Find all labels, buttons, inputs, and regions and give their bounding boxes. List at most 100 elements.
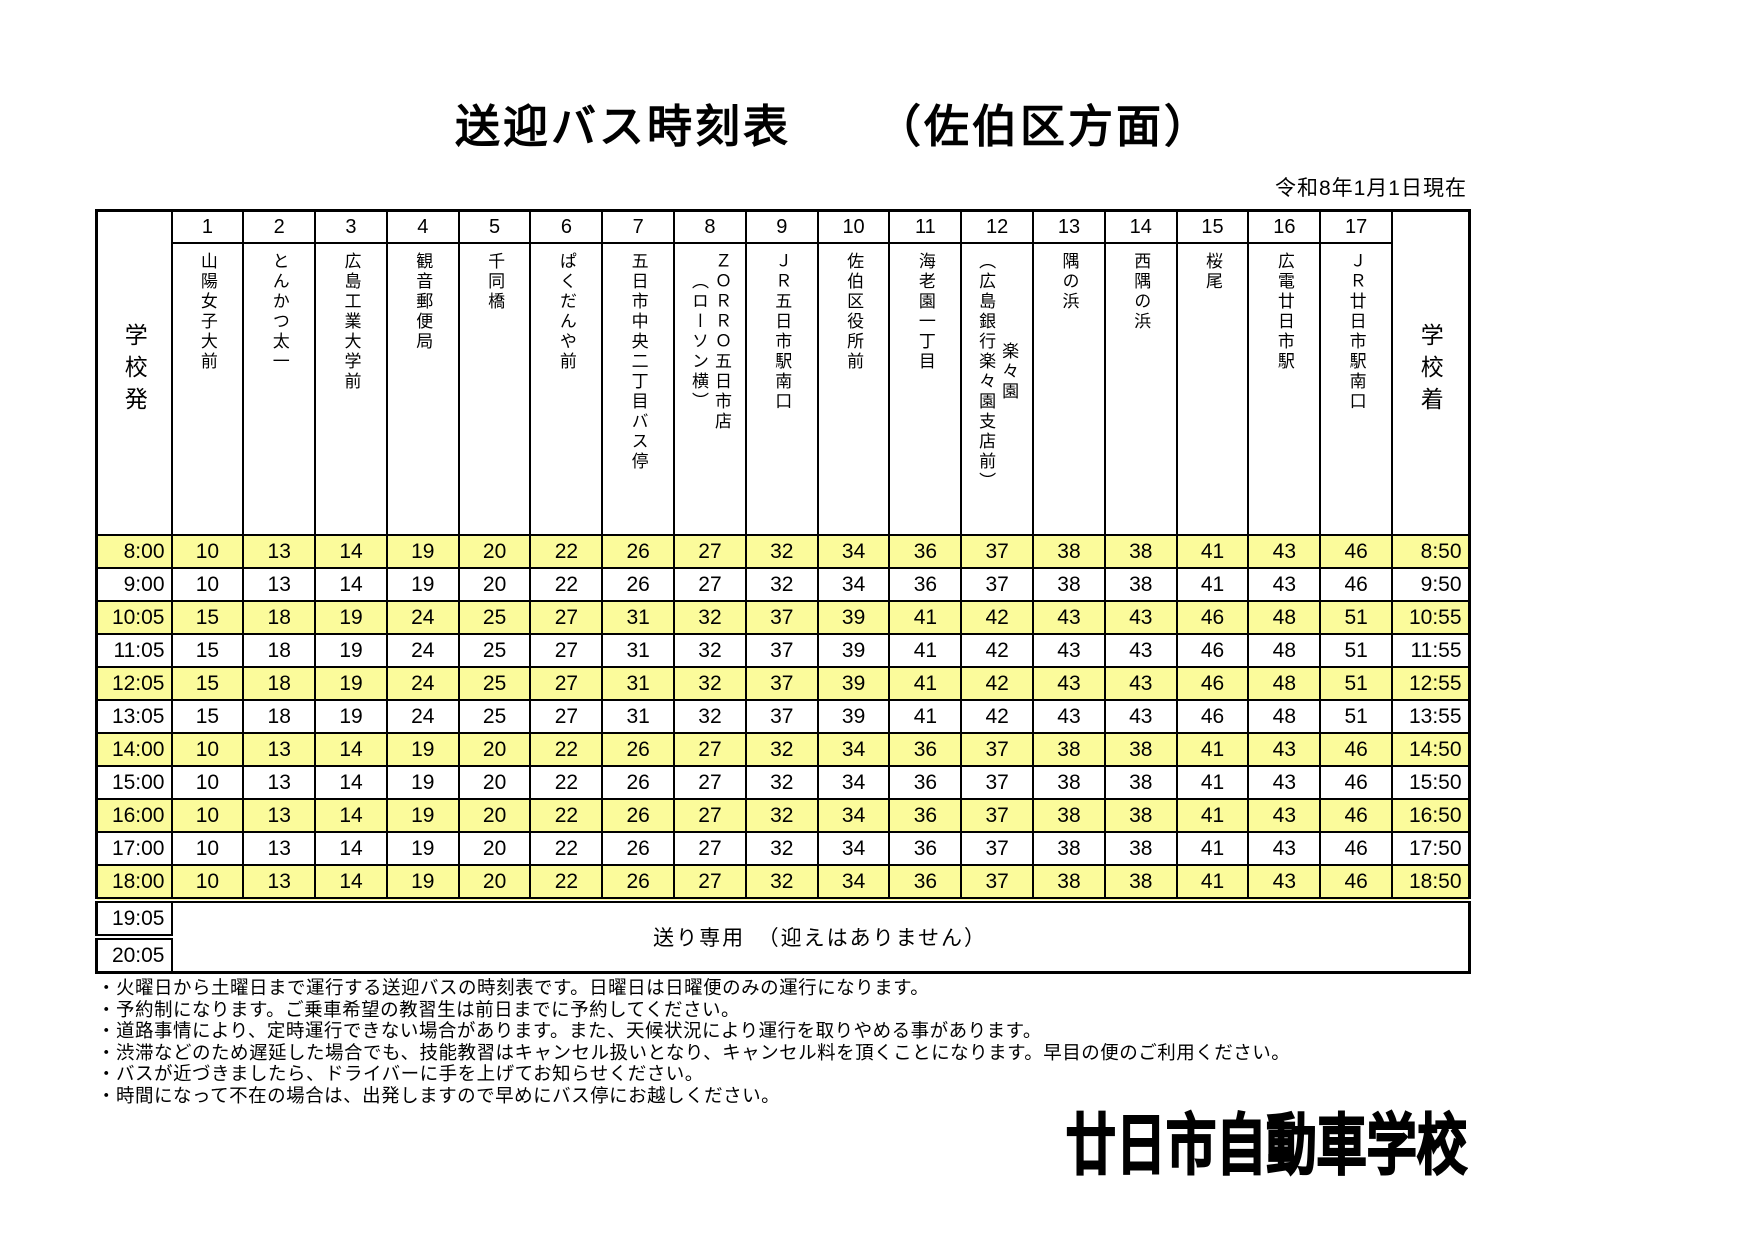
minute-cell: 38 [1032, 534, 1106, 569]
minute-cell: 37 [960, 831, 1035, 866]
depart-time-cell: 10:05 [95, 600, 173, 635]
minute-cell: 38 [1103, 798, 1178, 833]
minute-cell: 13 [242, 798, 317, 833]
depart-time-cell: 9:00 [95, 567, 173, 602]
minute-cell: 27 [529, 600, 604, 635]
stop-name-cell: 佐伯区役所前 [816, 242, 891, 536]
minute-cell: 46 [1175, 699, 1250, 734]
stop-name-cell: 広島工業大学前 [314, 242, 388, 536]
minute-cell: 41 [1175, 534, 1250, 569]
timetable-row: 13:05 15 18 19 24 25 27 31 32 37 39 41 42 43 43 46 48 51 1… [95, 699, 1471, 734]
minute-cell: 27 [529, 666, 604, 701]
minute-cell: 10 [170, 567, 245, 602]
minute-cell: 32 [744, 534, 819, 569]
minute-cell: 19 [314, 666, 388, 701]
minute-cell: 38 [1103, 534, 1178, 569]
minute-cell: 38 [1103, 732, 1178, 767]
stop-name-label: ＪＲ五日市駅南口 [772, 252, 792, 412]
minute-cell: 41 [1175, 864, 1250, 901]
minute-cell: 14 [314, 534, 388, 569]
arrive-time-cell: 14:50 [1391, 732, 1471, 767]
minute-cell: 37 [960, 864, 1035, 901]
minute-cell: 43 [1103, 666, 1178, 701]
minute-cell: 14 [314, 567, 388, 602]
evening-row: 19:05 送り専用 （迎えはありません） [95, 897, 1471, 974]
minute-cell: 27 [673, 567, 747, 602]
minute-cell: 37 [744, 699, 819, 734]
page-title: 送迎バス時刻表 （佐伯区方面） [455, 90, 1212, 155]
minute-cell: 34 [816, 534, 891, 569]
minute-cell: 32 [673, 633, 747, 668]
minute-cell: 36 [888, 567, 963, 602]
minute-cell: 18 [242, 666, 317, 701]
minute-cell: 18 [242, 633, 317, 668]
minute-cell: 38 [1103, 567, 1178, 602]
arrive-time-cell: 16:50 [1391, 798, 1471, 833]
stop-number-cell: 1 [170, 209, 245, 244]
minute-cell: 15 [170, 666, 245, 701]
minute-cell: 36 [888, 831, 963, 866]
minute-cell: 32 [673, 699, 747, 734]
minute-cell: 31 [601, 699, 676, 734]
minute-cell: 37 [960, 798, 1035, 833]
minute-cell: 25 [457, 633, 532, 668]
minute-cell: 37 [744, 666, 819, 701]
minute-cell: 43 [1247, 864, 1322, 901]
minute-cell: 36 [888, 534, 963, 569]
stop-number-cell: 3 [314, 209, 388, 244]
minute-cell: 10 [170, 831, 245, 866]
stop-name-label: 広電廿日市駅 [1274, 252, 1294, 372]
stop-name-label: 西隅の浜 [1131, 252, 1151, 332]
stop-number-cell: 17 [1319, 209, 1394, 244]
minute-cell: 36 [888, 732, 963, 767]
timetable-row: 14:00 10 13 14 19 20 22 26 27 32 34 36 37 38 38 41 43 46 1… [95, 732, 1471, 767]
minute-cell: 20 [457, 567, 532, 602]
evening-row: 20:05 [95, 934, 1470, 974]
minute-cell: 27 [673, 798, 747, 833]
minute-cell: 43 [1103, 699, 1178, 734]
stop-name-label: 海老園一丁目 [915, 252, 935, 372]
minute-cell: 20 [457, 864, 532, 901]
minute-cell: 46 [1319, 732, 1394, 767]
minute-cell: 10 [170, 732, 245, 767]
stop-name-label: 広島工業大学前 [341, 252, 361, 392]
stop-name-label: 桜尾 [1203, 252, 1223, 292]
minute-cell: 42 [960, 699, 1035, 734]
timetable-row: 17:00 10 13 14 19 20 22 26 27 32 34 36 37 38 38 41 43 46 1… [95, 831, 1471, 866]
minute-cell: 19 [385, 765, 460, 800]
minute-cell: 43 [1247, 732, 1322, 767]
minute-cell: 15 [170, 600, 245, 635]
minute-cell: 38 [1103, 765, 1178, 800]
minute-cell: 43 [1247, 567, 1322, 602]
minute-cell: 27 [529, 699, 604, 734]
arrive-time-cell: 18:50 [1391, 864, 1471, 901]
minute-cell: 26 [601, 864, 676, 901]
minute-cell: 26 [601, 798, 676, 833]
minute-cell: 10 [170, 765, 245, 800]
minute-cell: 46 [1319, 765, 1394, 800]
minute-cell: 48 [1247, 633, 1322, 668]
depart-time-cell: 16:00 [95, 798, 173, 833]
timetable-row: 15:00 10 13 14 19 20 22 26 27 32 34 36 37 38 38 41 43 46 1… [95, 765, 1471, 800]
minute-cell: 26 [601, 534, 676, 569]
minute-cell: 41 [888, 633, 963, 668]
minute-cell: 37 [960, 534, 1035, 569]
minute-cell: 39 [816, 633, 891, 668]
minute-cell: 43 [1032, 699, 1106, 734]
stop-name-label: とんかつ太一 [269, 252, 289, 372]
note-line: ・渋滞などのため遅延した場合でも、技能教習はキャンセル扱いとなり、キャンセル料を… [97, 1041, 1291, 1063]
minute-cell: 32 [744, 798, 819, 833]
depart-time-cell: 12:05 [95, 666, 173, 701]
minute-cell: 41 [888, 666, 963, 701]
evening-note-cell: 送り専用 （迎えはありません） [170, 897, 1471, 974]
stop-name-cell: 観音郵便局 [385, 242, 460, 536]
minute-cell: 38 [1032, 831, 1106, 866]
minute-cell: 32 [673, 666, 747, 701]
stop-name-cell: 千同橋 [457, 242, 532, 536]
minute-cell: 20 [457, 831, 532, 866]
minute-cell: 38 [1103, 831, 1178, 866]
stop-name-cell: 五日市中央二丁目バス停 [601, 242, 676, 536]
minute-cell: 19 [385, 864, 460, 901]
minute-cell: 36 [888, 798, 963, 833]
